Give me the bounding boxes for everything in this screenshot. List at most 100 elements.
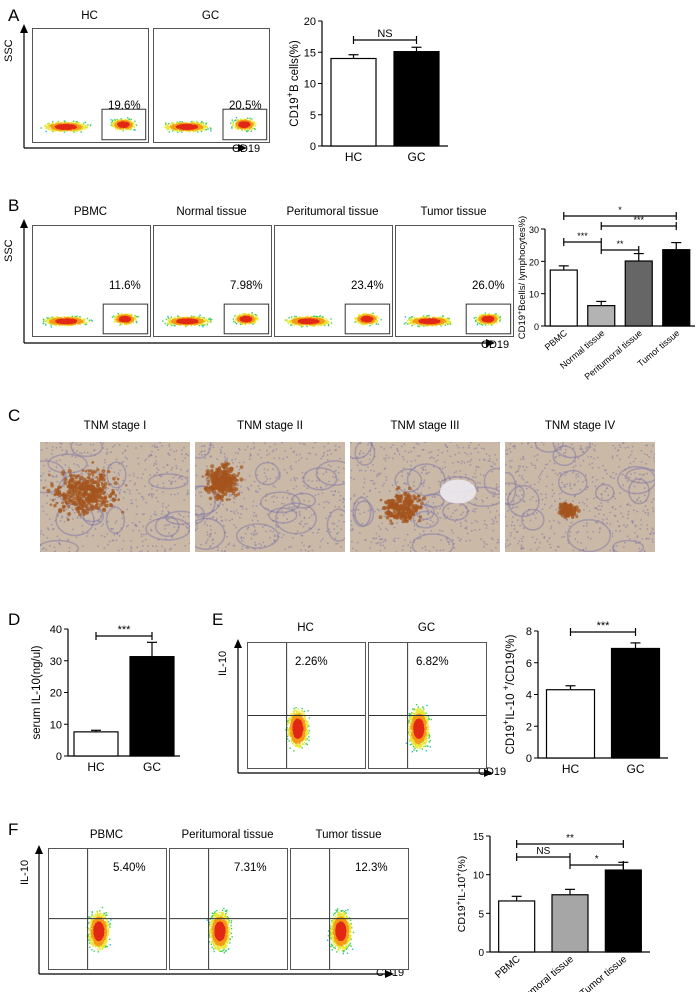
flow-event bbox=[122, 129, 124, 131]
flow-event bbox=[166, 324, 168, 326]
flow-event bbox=[47, 317, 49, 319]
flow-event bbox=[85, 323, 87, 325]
flow-event bbox=[119, 119, 122, 122]
flow-event bbox=[252, 120, 254, 122]
y-tick-label: 10 bbox=[304, 79, 316, 91]
flow-event bbox=[51, 316, 54, 318]
bar bbox=[393, 51, 440, 147]
flow-event bbox=[91, 320, 93, 322]
gate bbox=[102, 303, 149, 335]
flow-event bbox=[114, 121, 116, 123]
flow-event bbox=[236, 119, 238, 121]
flow-event bbox=[210, 128, 212, 130]
flow-event bbox=[50, 326, 53, 328]
flow-event bbox=[50, 124, 52, 127]
flow-event bbox=[48, 123, 51, 125]
flow-event bbox=[127, 316, 130, 319]
flow-event bbox=[200, 130, 203, 133]
flow-event bbox=[124, 121, 127, 123]
flow-event bbox=[86, 317, 89, 320]
flow-event bbox=[203, 324, 205, 326]
flow-plot bbox=[153, 225, 272, 337]
flow-event bbox=[116, 128, 118, 131]
flow-event bbox=[171, 128, 174, 130]
flow-event bbox=[114, 318, 116, 320]
flow-event bbox=[59, 122, 62, 125]
flow-event bbox=[67, 126, 69, 128]
flow-event bbox=[204, 126, 206, 129]
flow-event bbox=[185, 126, 188, 128]
flow-event bbox=[137, 316, 139, 318]
flow-event bbox=[82, 124, 84, 127]
flow-event bbox=[167, 126, 169, 128]
flow-event bbox=[48, 319, 50, 321]
flow-event bbox=[59, 324, 61, 326]
flow-event bbox=[197, 122, 200, 124]
flow-event bbox=[120, 321, 123, 323]
flow-event bbox=[195, 127, 198, 130]
flow-event bbox=[90, 319, 92, 321]
flow-event bbox=[127, 121, 129, 123]
flow-event bbox=[128, 120, 130, 122]
flow-event bbox=[62, 320, 64, 323]
flow-event bbox=[118, 129, 120, 131]
flow-event bbox=[178, 316, 180, 318]
flow-event bbox=[122, 123, 125, 126]
flow-event bbox=[76, 122, 79, 124]
flow-event bbox=[73, 316, 76, 318]
flow-event bbox=[47, 322, 50, 324]
flow-event bbox=[118, 126, 120, 128]
flow-event bbox=[209, 127, 212, 129]
flow-event bbox=[131, 314, 133, 316]
flow-event bbox=[50, 317, 53, 320]
flow-event bbox=[187, 130, 189, 132]
flow-event bbox=[76, 315, 78, 317]
flow-event bbox=[72, 124, 74, 126]
flow-event bbox=[124, 323, 126, 326]
flow-event bbox=[250, 119, 252, 121]
flow-event bbox=[127, 117, 129, 119]
flow-event bbox=[193, 317, 195, 320]
flow-event bbox=[125, 127, 127, 130]
flow-event bbox=[133, 125, 135, 127]
flow-event bbox=[170, 128, 172, 130]
x-tick-label: HC bbox=[345, 150, 363, 164]
flow-event bbox=[172, 130, 174, 132]
flow-event bbox=[198, 123, 200, 125]
flow-event bbox=[167, 317, 170, 319]
flow-event bbox=[129, 314, 131, 316]
flow-event bbox=[202, 125, 205, 127]
flow-event bbox=[244, 129, 246, 131]
flow-event bbox=[204, 318, 207, 320]
flow-event bbox=[206, 126, 209, 129]
flow-event bbox=[66, 320, 68, 323]
panel-letter-a: A bbox=[8, 6, 19, 26]
flow-event bbox=[128, 118, 131, 120]
flow-event bbox=[168, 128, 170, 130]
flow-event bbox=[84, 126, 86, 128]
flow-event bbox=[42, 320, 45, 322]
flow-scatter bbox=[162, 303, 270, 335]
flow-event bbox=[170, 316, 172, 318]
flow-event bbox=[129, 125, 131, 128]
flow-event bbox=[47, 318, 49, 320]
flow-event bbox=[199, 314, 201, 316]
flow-event bbox=[78, 322, 80, 324]
flow-event bbox=[134, 317, 136, 319]
flow-event bbox=[50, 324, 52, 326]
flow-event bbox=[78, 123, 81, 126]
flow-event bbox=[114, 120, 116, 122]
flow-event bbox=[168, 131, 171, 133]
gate-percentage: 20.5% bbox=[229, 100, 262, 112]
flow-event bbox=[63, 315, 65, 318]
y-axis-label: SSC bbox=[3, 239, 15, 262]
flow-event bbox=[69, 122, 72, 124]
flow-event bbox=[116, 318, 119, 321]
flow-event bbox=[129, 320, 132, 322]
flow-event bbox=[167, 123, 170, 125]
flow-event bbox=[120, 125, 122, 128]
flow-event bbox=[198, 124, 200, 126]
flow-event bbox=[125, 128, 127, 131]
flow-event bbox=[86, 126, 88, 128]
flow-event bbox=[206, 324, 208, 326]
